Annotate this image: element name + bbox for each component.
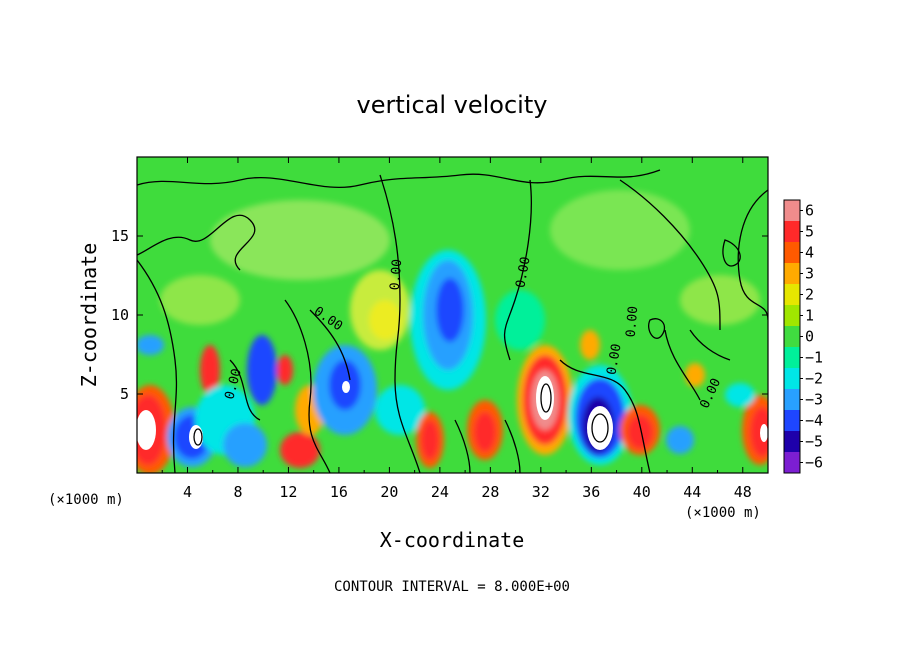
x-ticks: 4 8 12 16 20 24 28 32 36 40 44 48 [161,157,752,501]
colorbar: 6 5 4 3 2 1 0 −1 −2 −3 −4 −5 −6 [783,199,823,474]
chart-title: vertical velocity [357,91,548,119]
colorbar-swatch [784,368,800,389]
colorbar-swatch [784,431,800,452]
x-tick-label: 20 [380,483,398,501]
x-tick-label: 40 [633,483,651,501]
y-tick-label: 10 [111,306,129,324]
colorbar-label: 5 [805,223,814,241]
x-tick-label: 12 [279,483,297,501]
plot-field [137,157,768,473]
colorbar-swatch [784,221,800,242]
colorbar-swatch [784,242,800,263]
x-axis-label: X-coordinate [380,528,525,552]
x-tick-label: 8 [233,483,242,501]
x-tick-label: 24 [431,483,449,501]
field-blobs [137,190,768,473]
x-units-left: (×1000 m) [48,492,124,508]
colorbar-swatch [784,305,800,326]
colorbar-swatch [784,200,800,221]
colorbar-swatch [784,263,800,284]
contour-label: 0.00 [513,256,533,289]
colorbar-label: 6 [805,202,814,220]
colorbar-label: −2 [805,370,823,388]
colorbar-swatch [784,284,800,305]
contour-interval-note: CONTOUR INTERVAL = 8.000E+00 [334,579,570,595]
colorbar-swatch [784,326,800,347]
y-tick-label: 5 [120,385,129,403]
colorbar-label: 2 [805,286,814,304]
colorbar-label: 3 [805,265,814,283]
contour-label: 0.00 [388,258,406,291]
colorbar-label: −3 [805,391,823,409]
colorbar-swatch [784,389,800,410]
saturated-cores [137,376,768,450]
x-tick-label: 16 [330,483,348,501]
y-ticks: 5 10 15 [111,227,768,403]
contour-label: 0.00 [624,305,642,338]
x-tick-label: 4 [183,483,192,501]
zero-contours [137,169,768,473]
colorbar-label: −1 [805,349,823,367]
colorbar-label: −4 [805,412,823,430]
x-tick-label: 44 [683,483,701,501]
y-axis-label: Z-coordinate [77,243,101,388]
x-tick-label: 36 [582,483,600,501]
colorbar-label: 0 [805,328,814,346]
x-tick-label: 28 [481,483,499,501]
x-tick-label: 32 [532,483,550,501]
contour-label: 0.00 [604,343,624,376]
colorbar-label: −5 [805,433,823,451]
colorbar-swatch [784,347,800,368]
colorbar-swatch [784,452,800,473]
colorbar-label: 1 [805,307,814,325]
x-units-right: (×1000 m) [685,505,761,521]
x-tick-label: 48 [734,483,752,501]
colorbar-label: 4 [805,244,814,262]
colorbar-swatch [784,410,800,431]
colorbar-label: −6 [805,454,823,472]
y-tick-label: 15 [111,227,129,245]
